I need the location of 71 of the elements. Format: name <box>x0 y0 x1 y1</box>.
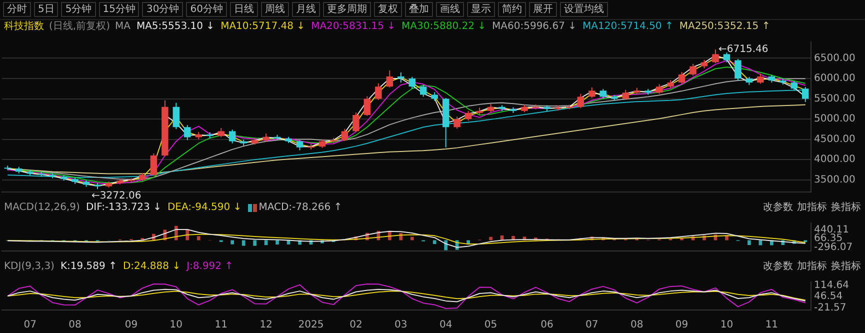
text: 设置均线 <box>560 2 608 17</box>
text: 月线 <box>292 2 320 17</box>
y-tick-label: 4000.00 <box>814 154 856 166</box>
chart-title: 科技指数 <box>4 20 44 33</box>
text: MA20:5831.15 ↓ <box>311 20 396 33</box>
text: 简约 <box>498 2 526 17</box>
x-tick-label: 04 <box>439 320 452 331</box>
x-tick-label: 08 <box>68 320 82 331</box>
text: 5分钟 <box>61 2 96 17</box>
text: K:19.589 ↑ <box>60 260 117 273</box>
text: 周线 <box>260 2 289 17</box>
x-tick-label: 03 <box>394 320 408 331</box>
x-tick-label: 07 <box>24 320 36 331</box>
text: DIF:-133.723 ↓ <box>86 201 162 214</box>
text: 30分钟 <box>142 2 184 17</box>
legend-title: MACD(12,26,9) <box>4 201 80 214</box>
y-tick-label: 46.54 <box>814 291 843 302</box>
x-tick-label: 08 <box>630 320 644 331</box>
text: 画线 <box>436 2 464 17</box>
x-tick-label: 06 <box>540 320 554 331</box>
y-tick-label: 6500.00 <box>814 52 856 64</box>
text: 15分钟 <box>98 2 140 17</box>
y-tick-label: 5000.00 <box>814 114 856 125</box>
text: 60分钟 <box>186 2 227 17</box>
series-label: D:24.888 ↓ <box>122 260 181 273</box>
y-tick-label: 114.64 <box>814 280 849 291</box>
text: 更多周期 <box>322 2 371 17</box>
chart-subtitle: (日线,前复权) <box>49 20 110 33</box>
y-tick-label: 5500.00 <box>814 93 856 104</box>
text: MA120:5714.50 ↑ <box>582 20 674 33</box>
text: MA5:5553.10 ↓ <box>136 20 215 33</box>
text: 分时 <box>3 2 31 17</box>
y-tick-label: -21.57 <box>814 302 846 314</box>
text: MA250:5352.15 ↑ <box>679 20 770 33</box>
y-tick-label: 6000.00 <box>814 73 856 84</box>
text: 加指标 <box>797 260 827 273</box>
x-tick-label: 11 <box>765 320 778 331</box>
text: 换指标 <box>831 201 861 214</box>
text: DEA:-94.590 ↓ <box>167 201 242 214</box>
text: 改参数 <box>763 260 793 273</box>
legend-title: KDJ(9,3,3) <box>4 260 54 273</box>
text: MA60:5996.67 ↓ <box>492 20 577 33</box>
x-tick-label: 02 <box>350 320 362 331</box>
x-tick-label: 11 <box>214 320 228 331</box>
text: 复权 <box>374 2 402 17</box>
y-tick-label: -296.07 <box>814 242 853 253</box>
x-tick-label: 09 <box>124 320 138 331</box>
x-tick-label: 10 <box>720 320 734 331</box>
text: 展开 <box>528 2 557 17</box>
legend-label: MACD:-78.266 ↑ <box>258 201 342 214</box>
y-tick-label: 4500.00 <box>814 134 856 145</box>
x-tick-label: 10 <box>170 320 183 331</box>
text: 换指标 <box>831 260 861 273</box>
series-label: J:8.992 ↑ <box>186 260 234 273</box>
legend-title: MA <box>114 20 130 33</box>
y-tick-label: 3500.00 <box>814 174 856 186</box>
annotation: ←6715.46 <box>718 44 768 56</box>
x-tick-label: 07 <box>586 320 598 331</box>
text: 改参数 <box>763 201 793 214</box>
text: 5日 <box>34 2 58 17</box>
x-tick-label: 09 <box>675 320 688 331</box>
text: 日线 <box>230 2 258 17</box>
x-tick-label: 2025 <box>298 320 324 331</box>
text: MA30:5880.22 ↓ <box>402 20 486 33</box>
x-tick-label: 12 <box>260 320 272 331</box>
text: 叠加 <box>404 2 433 17</box>
text: 加指标 <box>797 201 827 214</box>
annotation: ←3272.06 <box>92 190 142 202</box>
x-tick-label: 05 <box>484 320 498 331</box>
text: 显示 <box>466 2 495 17</box>
text: MA10:5717.48 ↓ <box>220 20 306 33</box>
